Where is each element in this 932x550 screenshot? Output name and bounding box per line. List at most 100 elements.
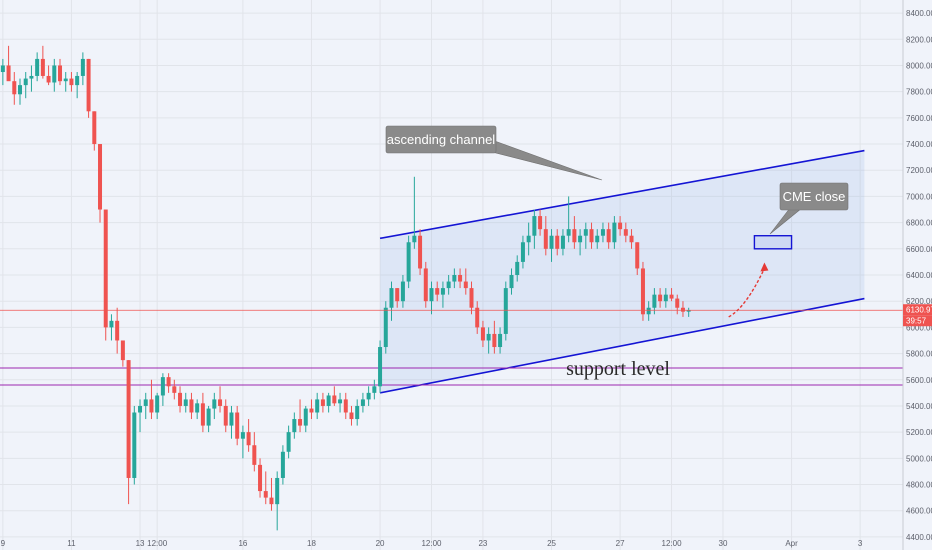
y-tick-label: 8200.00 xyxy=(906,35,932,44)
channel-upper-line xyxy=(379,149,865,240)
y-tick-label: 4400.00 xyxy=(906,533,932,542)
ascending-channel xyxy=(379,149,865,394)
x-tick-label: 12:00 xyxy=(421,539,442,548)
candle-body xyxy=(240,432,245,439)
candle-body xyxy=(366,392,371,400)
candle-body xyxy=(229,412,234,426)
candle-body xyxy=(509,275,514,289)
candle-body xyxy=(126,360,131,478)
candle-body xyxy=(520,242,525,262)
y-tick-label: 4600.00 xyxy=(906,507,932,516)
candle-body xyxy=(172,386,177,393)
support-lines xyxy=(0,367,903,386)
candle-body xyxy=(115,320,120,341)
countdown-tag-text: 39:57 xyxy=(906,317,927,326)
candle-body xyxy=(132,412,137,478)
candle-body xyxy=(92,111,97,145)
candle-body xyxy=(178,392,183,406)
candle-body xyxy=(189,399,194,413)
candle-body xyxy=(675,298,680,308)
x-tick-label: 25 xyxy=(547,539,556,548)
candle-body xyxy=(343,399,348,413)
candle-body xyxy=(63,78,68,82)
candle-body xyxy=(440,288,445,295)
candle-body xyxy=(223,405,228,426)
y-tick-label: 7200.00 xyxy=(906,166,932,175)
candle-body xyxy=(669,294,674,299)
candle-body xyxy=(200,403,205,426)
y-axis-labels: 4400.00 4600.00 4800.00 5000.00 5200.00 5400.… xyxy=(906,9,932,542)
y-tick-label: 6000.00 xyxy=(906,323,932,332)
candle-body xyxy=(372,386,377,393)
candle-body xyxy=(138,405,143,413)
candle-body xyxy=(269,497,274,505)
y-tick-label: 5600.00 xyxy=(906,376,932,385)
y-tick-label: 5200.00 xyxy=(906,428,932,437)
candle-body xyxy=(29,75,34,79)
forecast-arrow-head xyxy=(760,262,769,272)
candle-body xyxy=(40,58,45,76)
callout-ascending-channel: ascending channel xyxy=(385,125,603,181)
candle-body xyxy=(538,216,543,230)
candle-body xyxy=(303,408,308,426)
candle-body xyxy=(463,281,468,289)
candle-body xyxy=(652,294,657,308)
callout-cme-close: CME close xyxy=(769,182,849,235)
candle-body xyxy=(218,399,223,406)
price-tag-text: 6130.97 xyxy=(906,306,932,315)
candle-body xyxy=(646,307,651,315)
y-tick-label: 7400.00 xyxy=(906,140,932,149)
candle-body xyxy=(663,294,668,302)
grid xyxy=(0,0,903,550)
candle-body xyxy=(446,281,451,289)
candle-body xyxy=(452,275,457,282)
candle-body xyxy=(578,235,583,243)
candle-body xyxy=(263,491,268,498)
y-tick-label: 7600.00 xyxy=(906,114,932,123)
price-tag-bg xyxy=(903,304,932,316)
candle-body xyxy=(492,333,497,348)
candle-body xyxy=(109,320,114,328)
candle-body xyxy=(480,327,485,341)
candle-body xyxy=(532,216,537,236)
x-tick-label: 20 xyxy=(376,539,385,548)
candle-body xyxy=(52,65,57,83)
candle-body xyxy=(355,405,360,420)
price-tag: 6130.97 39:57 xyxy=(903,304,932,327)
candles xyxy=(0,45,691,531)
candle-body xyxy=(418,235,423,269)
candle-body xyxy=(280,451,285,478)
candle-body xyxy=(589,229,594,243)
candle-body xyxy=(658,294,663,302)
candle-body xyxy=(309,408,314,413)
candle-body xyxy=(292,419,297,433)
cme-target-box xyxy=(753,235,793,250)
candle-body xyxy=(332,395,337,404)
x-tick-label: 3 xyxy=(858,539,863,548)
candle-body xyxy=(560,235,565,249)
candle-body xyxy=(475,307,480,328)
y-tick-label: 6600.00 xyxy=(906,245,932,254)
x-tick-label: 12:00 xyxy=(662,539,683,548)
candle-body xyxy=(412,235,417,243)
candle-body xyxy=(252,445,257,465)
candle-body xyxy=(338,399,343,404)
x-tick-label: 23 xyxy=(478,539,487,548)
candle-body xyxy=(35,58,40,76)
candle-body xyxy=(572,229,577,243)
candle-body xyxy=(23,78,28,86)
candle-body xyxy=(623,229,628,236)
candle-body xyxy=(600,229,605,236)
candle-body xyxy=(258,464,263,492)
candle-body xyxy=(612,222,617,243)
candle-body xyxy=(206,408,211,426)
candle-body xyxy=(498,333,503,348)
candle-body xyxy=(195,403,200,413)
candle-body xyxy=(12,81,17,95)
candle-body xyxy=(6,65,11,82)
candle-body xyxy=(583,229,588,236)
candle-body xyxy=(515,261,520,275)
candle-body xyxy=(423,268,428,302)
candle-body xyxy=(555,235,560,249)
